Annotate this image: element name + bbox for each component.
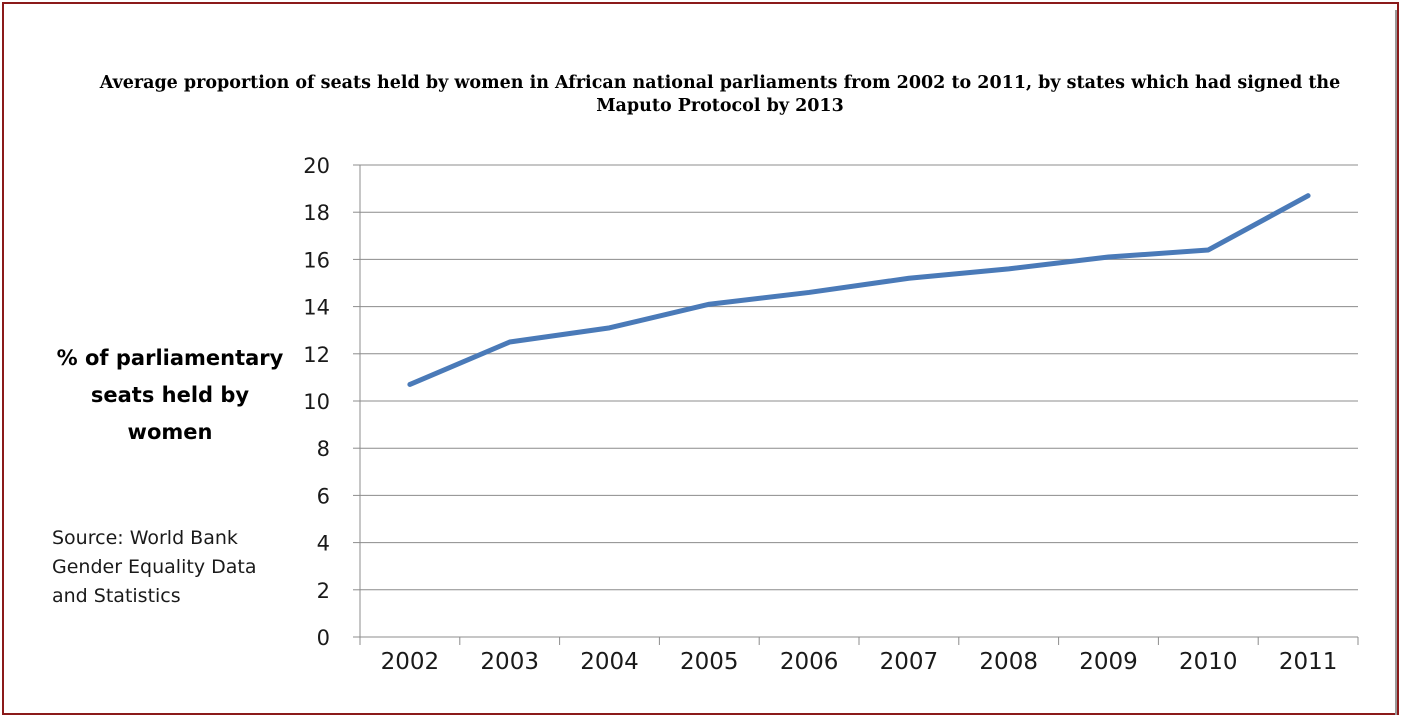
chart-title: Average proportion of seats held by wome… — [99, 73, 1341, 116]
x-tick-label: 2010 — [1179, 649, 1238, 675]
series — [407, 193, 1311, 387]
y-tick-labels: 0 2 4 6 8 10 12 14 16 18 20 — [303, 154, 330, 650]
y-tick-label: 4 — [317, 532, 330, 556]
inner-border — [8, 10, 1397, 715]
y-tick-label: 2 — [317, 579, 330, 603]
x-tick-label: 2009 — [1079, 649, 1138, 675]
y-tick-label: 18 — [303, 201, 330, 225]
x-tick-label: 2007 — [880, 649, 939, 675]
y-tick-label: 8 — [317, 437, 330, 461]
source-annotation: Source: World Bank Gender Equality Data … — [52, 527, 257, 607]
x-tick-label: 2003 — [480, 649, 539, 675]
x-tick-label: 2008 — [979, 649, 1038, 675]
x-tick-label: 2005 — [680, 649, 739, 675]
series-line — [407, 193, 1311, 387]
y-tick-label: 12 — [303, 343, 330, 367]
gridlines — [360, 164, 1358, 591]
y-tick-label: 10 — [303, 390, 330, 414]
y-tick-label: 6 — [317, 484, 330, 508]
y-axis-label: % of parliamentary seats held by women — [56, 346, 284, 444]
x-tick-label: 2004 — [580, 649, 639, 675]
x-tick-label: 2011 — [1279, 649, 1338, 675]
x-tick-label: 2002 — [381, 649, 440, 675]
y-tick-label: 20 — [303, 154, 330, 178]
y-tick-label: 16 — [303, 248, 330, 272]
axes — [353, 164, 1359, 645]
y-tick-label: 0 — [317, 626, 330, 650]
y-tick-label: 14 — [303, 296, 330, 320]
x-tick-label: 2006 — [780, 649, 839, 675]
x-tick-labels: 2002 2003 2004 2005 2006 2007 2008 2009 2010 2011 — [381, 649, 1338, 675]
